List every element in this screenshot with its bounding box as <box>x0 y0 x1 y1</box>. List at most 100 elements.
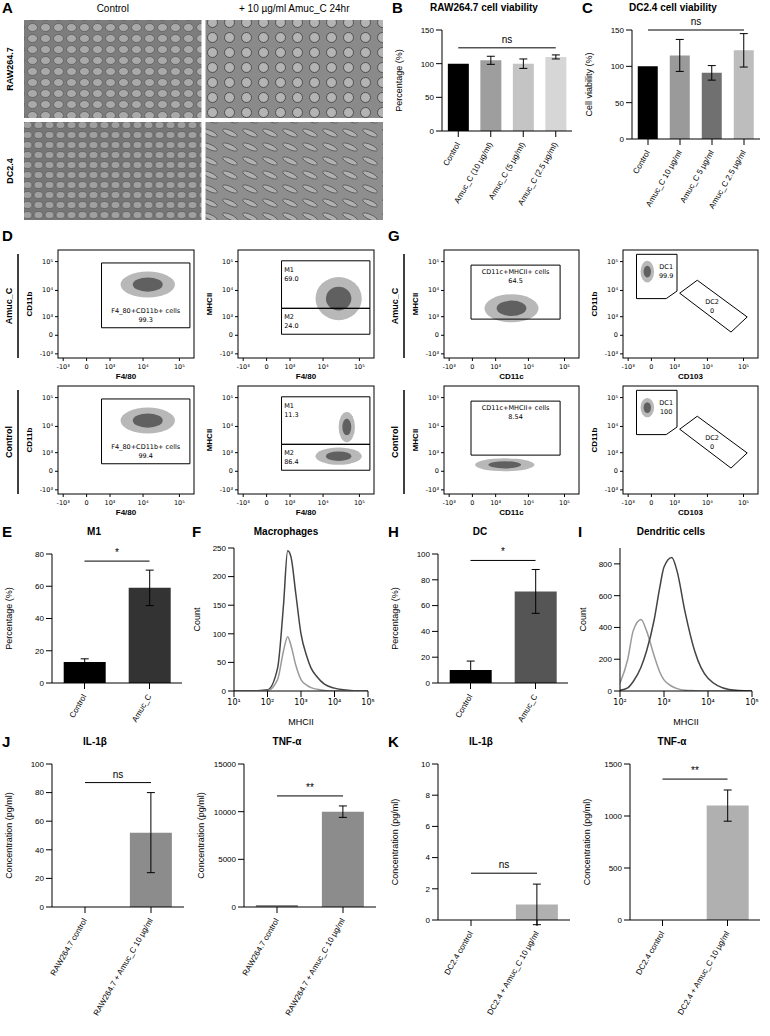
svg-text:150: 150 <box>213 601 227 610</box>
svg-text:Count: Count <box>192 607 202 632</box>
svg-text:DC2.4: DC2.4 <box>5 158 15 184</box>
svg-text:-10³: -10³ <box>443 499 457 507</box>
svg-text:11.3: 11.3 <box>284 411 298 419</box>
svg-text:0: 0 <box>710 443 714 451</box>
svg-text:10⁵: 10⁵ <box>559 499 570 507</box>
svg-text:150: 150 <box>611 26 625 35</box>
svg-text:0: 0 <box>470 499 474 507</box>
svg-text:CD11c: CD11c <box>499 508 524 517</box>
svg-text:F4/80: F4/80 <box>116 372 137 381</box>
svg-text:10³: 10³ <box>285 499 296 507</box>
svg-text:DC1: DC1 <box>659 263 673 271</box>
svg-text:10³: 10³ <box>428 313 439 321</box>
svg-text:10⁴: 10⁴ <box>428 286 439 294</box>
svg-text:Control: Control <box>68 693 89 720</box>
svg-text:0: 0 <box>614 331 618 339</box>
svg-text:10³: 10³ <box>607 313 618 321</box>
svg-text:10⁵: 10⁵ <box>222 258 233 266</box>
svg-text:-10³: -10³ <box>57 499 71 507</box>
svg-text:10¹: 10¹ <box>227 698 240 707</box>
svg-text:Concentration (pg/ml): Concentration (pg/ml) <box>390 799 400 886</box>
svg-text:CD11c+MHCII+ cells: CD11c+MHCII+ cells <box>482 404 550 412</box>
svg-text:64.5: 64.5 <box>508 277 522 285</box>
svg-text:RAW264.7 control: RAW264.7 control <box>241 917 281 978</box>
svg-text:0: 0 <box>430 127 435 136</box>
svg-text:10⁴: 10⁴ <box>523 499 534 507</box>
svg-text:10⁴: 10⁴ <box>607 286 618 294</box>
svg-text:10⁴: 10⁴ <box>701 698 714 707</box>
svg-text:0: 0 <box>435 467 439 475</box>
svg-text:CD11b: CD11b <box>590 427 599 452</box>
svg-text:ns: ns <box>691 16 702 27</box>
svg-text:0: 0 <box>40 679 45 688</box>
svg-text:0: 0 <box>649 363 653 371</box>
svg-text:-10³: -10³ <box>237 499 251 507</box>
svg-text:CD11c: CD11c <box>499 372 524 381</box>
svg-text:DC1: DC1 <box>659 399 673 407</box>
svg-text:10⁵: 10⁵ <box>607 258 618 266</box>
svg-text:10: 10 <box>421 760 430 769</box>
svg-text:Percentage (%): Percentage (%) <box>4 587 14 650</box>
svg-text:500: 500 <box>609 864 623 873</box>
svg-text:RAW264.7: RAW264.7 <box>5 47 15 91</box>
svg-text:Amuc_C: Amuc_C <box>130 693 153 724</box>
svg-text:99.9: 99.9 <box>659 272 673 280</box>
svg-text:0: 0 <box>426 916 431 925</box>
svg-text:MHCII: MHCII <box>411 429 420 452</box>
svg-text:-10³: -10³ <box>605 350 619 358</box>
svg-text:RAW264.7 control: RAW264.7 control <box>49 917 89 978</box>
svg-text:0: 0 <box>710 307 714 315</box>
svg-text:RAW264.7 + Amuc_C 10 µg/ml: RAW264.7 + Amuc_C 10 µg/ml <box>284 917 347 1018</box>
svg-text:10⁴: 10⁴ <box>138 363 149 371</box>
svg-text:10³: 10³ <box>669 363 680 371</box>
svg-text:-10³: -10³ <box>426 486 440 494</box>
svg-text:200: 200 <box>599 655 613 664</box>
svg-text:0: 0 <box>470 363 474 371</box>
svg-text:10⁵: 10⁵ <box>42 258 53 266</box>
svg-text:24.0: 24.0 <box>284 322 298 330</box>
svg-text:0: 0 <box>229 467 233 475</box>
svg-text:10⁴: 10⁴ <box>702 499 713 507</box>
svg-text:ns: ns <box>499 859 510 870</box>
svg-text:100: 100 <box>421 60 435 69</box>
svg-text:Amuc_C (2.5 µg/ml): Amuc_C (2.5 µg/ml) <box>516 140 560 207</box>
svg-text:10⁵: 10⁵ <box>354 499 365 507</box>
svg-text:250: 250 <box>213 544 227 553</box>
svg-text:10⁵: 10⁵ <box>361 698 374 707</box>
svg-text:6: 6 <box>426 822 431 831</box>
svg-text:DC2.4 + Amuc_C 10 µg/ml: DC2.4 + Amuc_C 10 µg/ml <box>676 930 731 1017</box>
svg-text:86.4: 86.4 <box>284 458 298 466</box>
svg-text:10³: 10³ <box>105 363 116 371</box>
svg-text:99.4: 99.4 <box>138 452 152 460</box>
svg-text:800: 800 <box>599 560 613 569</box>
svg-text:-10³: -10³ <box>426 350 440 358</box>
svg-text:20: 20 <box>35 874 44 883</box>
svg-text:MHCII: MHCII <box>288 717 314 727</box>
svg-text:40: 40 <box>35 614 44 623</box>
svg-text:0: 0 <box>222 687 227 696</box>
svg-text:RAW264.7 + Amuc_C 10 µg/ml: RAW264.7 + Amuc_C 10 µg/ml <box>92 917 155 1018</box>
svg-text:10³: 10³ <box>42 313 53 321</box>
svg-text:0: 0 <box>49 331 53 339</box>
svg-text:MHCII: MHCII <box>205 293 214 316</box>
svg-text:0: 0 <box>618 916 623 925</box>
svg-text:ns: ns <box>113 769 124 780</box>
svg-text:-10³: -10³ <box>622 363 636 371</box>
svg-text:Control: Control <box>441 141 462 168</box>
svg-text:M2: M2 <box>284 313 294 321</box>
svg-text:10⁵: 10⁵ <box>174 363 185 371</box>
svg-text:10⁴: 10⁴ <box>42 422 53 430</box>
svg-text:MHCII: MHCII <box>673 717 699 727</box>
svg-text:200: 200 <box>213 572 227 581</box>
svg-text:10³: 10³ <box>285 363 296 371</box>
svg-text:1500: 1500 <box>604 760 622 769</box>
svg-text:40: 40 <box>421 627 430 636</box>
svg-text:10000: 10000 <box>214 808 237 817</box>
svg-text:10³: 10³ <box>105 499 116 507</box>
svg-text:F4/80: F4/80 <box>296 508 317 517</box>
svg-text:Control: Control <box>4 426 14 458</box>
svg-text:10⁴: 10⁴ <box>318 499 329 507</box>
svg-text:10⁴: 10⁴ <box>222 286 233 294</box>
svg-text:100: 100 <box>611 62 625 71</box>
svg-text:10⁴: 10⁴ <box>607 422 618 430</box>
